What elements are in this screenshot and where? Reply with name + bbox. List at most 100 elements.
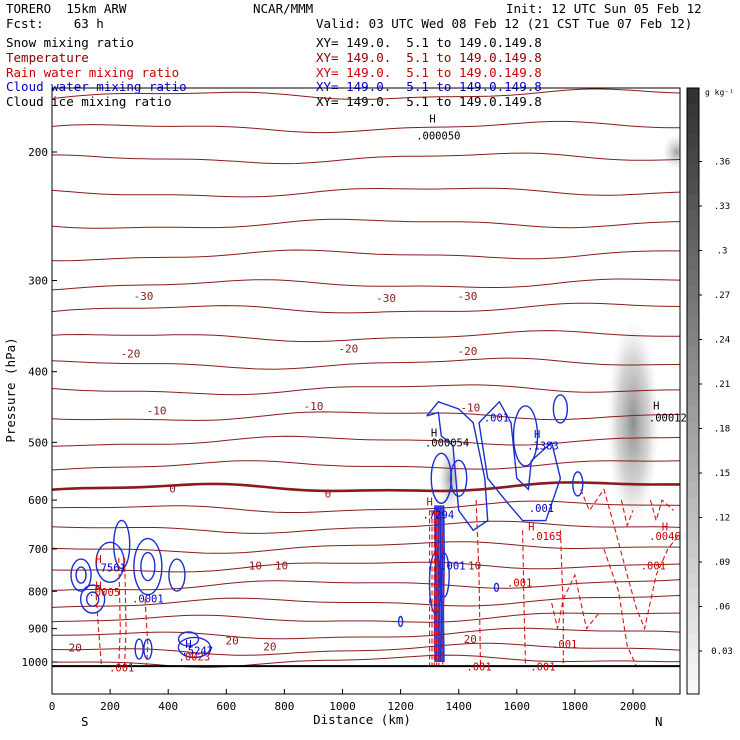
- field-cloud-ice: Cloud ice mixing ratio: [6, 94, 172, 109]
- y-tick-label: 900: [28, 623, 48, 636]
- isotherm-line: [52, 642, 680, 656]
- colorbar-step: [687, 678, 699, 695]
- isotherm-line: [52, 435, 680, 447]
- contour-value-label: .001: [466, 662, 491, 674]
- isotherm-label: 10: [468, 559, 481, 572]
- y-axis-label: Pressure (hPa): [3, 337, 18, 442]
- colorbar-step: [687, 618, 699, 634]
- isotherm-line: [52, 330, 680, 343]
- x-tick-label: 2000: [620, 700, 647, 713]
- colorbar-label: .36: [714, 158, 730, 168]
- isotherm-line: [52, 302, 680, 314]
- contour-value-label: .7561: [94, 562, 126, 574]
- colorbar-step: [687, 572, 699, 589]
- colorbar-label: .09: [714, 558, 730, 568]
- contour-value-label: .0005: [88, 587, 120, 599]
- cloud-water-contours: [70, 394, 584, 663]
- distance-axis: 0 200 400 600 800 1000 1200 1400 1600 1800 2000: [49, 689, 647, 713]
- cloud-water-contour: [75, 566, 87, 584]
- x-tick-label: 0: [49, 700, 56, 713]
- max-marker: H: [653, 400, 659, 412]
- x-tick-label: 1000: [329, 700, 356, 713]
- y-tick-label: 600: [28, 494, 48, 507]
- cloud-water-contour: [450, 459, 468, 497]
- colorbar-step: [687, 466, 699, 483]
- isotherm-line: [52, 594, 680, 608]
- cloud-water-contour: [113, 519, 131, 570]
- isotherm-label: -20: [120, 348, 140, 361]
- x-tick-label: 1200: [387, 700, 414, 713]
- colorbar-step: [687, 133, 699, 150]
- y-tick-label: 800: [28, 585, 48, 598]
- rain-water-contours: [95, 488, 680, 666]
- field-rain: Rain water mixing ratio: [6, 65, 180, 80]
- colorbar-step: [687, 239, 699, 256]
- contour-value-label: .001: [507, 577, 532, 589]
- forecast-hour: Fcst: 63 h: [6, 16, 104, 31]
- contour-value-label: .001: [530, 662, 555, 674]
- isotherm-label: 0: [169, 482, 176, 495]
- colorbar-step: [687, 587, 699, 604]
- colorbar-step: [687, 391, 699, 407]
- isotherm-line: [52, 579, 680, 591]
- isotherm-line: [52, 411, 680, 421]
- field-snow: Snow mixing ratio: [6, 35, 134, 50]
- cloud-water-contour: [493, 582, 500, 593]
- contour-value-label: .1383: [527, 441, 559, 453]
- isotherm-line: [52, 33, 682, 44]
- contour-value-label: .7294: [423, 510, 455, 522]
- isotherm-label: 20: [69, 641, 82, 654]
- colorbar-step: [687, 118, 699, 134]
- rain-water-contour: [144, 599, 149, 666]
- y-tick-label: 700: [28, 543, 48, 556]
- colorbar-step: [687, 345, 699, 362]
- isotherm-label: 0: [325, 488, 332, 501]
- cloud-water-contour: [478, 400, 562, 522]
- contour-value-label: .001: [484, 412, 509, 424]
- field-rain-xy: XY= 149.0. 5.1 to 149.0.149.8: [316, 65, 542, 80]
- rain-water-contour: [580, 488, 680, 631]
- cloud-water-contour: [85, 591, 100, 607]
- colorbar-label: .12: [714, 514, 730, 524]
- cloud-water-contour: [552, 394, 569, 424]
- colorbar-label: .15: [714, 469, 730, 479]
- y-tick-label: 400: [28, 366, 48, 379]
- contour-value-label: .001: [109, 663, 134, 675]
- colorbar-step: [687, 648, 699, 665]
- x-tick-label: 400: [158, 700, 178, 713]
- isotherm-label: 20: [464, 633, 477, 646]
- colorbar-step: [687, 88, 699, 104]
- colorbar: 0.03 .06 .09 .12 .15 .18 .21 .24 .27 .3 .33 .36: [686, 87, 733, 695]
- isotherm-line: [52, 612, 680, 623]
- colorbar-step: [687, 269, 699, 286]
- max-marker: H: [528, 521, 534, 533]
- isotherm-line: [52, 561, 680, 573]
- field-cloud-water: Cloud water mixing ratio: [6, 79, 187, 94]
- colorbar-step: [687, 103, 699, 119]
- cloud-water-contour: [134, 638, 144, 660]
- y-tick-label: 200: [28, 146, 48, 159]
- x-tick-label: 1600: [504, 700, 531, 713]
- x-tick-label: 1400: [445, 700, 472, 713]
- colorbar-step: [687, 542, 699, 559]
- colorbar-step: [687, 300, 699, 316]
- contour-value-label: .001: [440, 561, 465, 573]
- pressure-axis: 200 300 400 500 600 700 800 900 1000: [22, 146, 57, 669]
- colorbar-step: [687, 663, 699, 680]
- cloud-water-contour: [168, 558, 186, 592]
- colorbar-step: [687, 194, 699, 210]
- colorbar-step: [687, 527, 699, 543]
- isotherm-line: [52, 357, 680, 370]
- isotherm-line: [52, 460, 680, 471]
- colorbar-step: [687, 497, 699, 513]
- colorbar-step: [687, 315, 699, 331]
- axis-end-south: S: [81, 714, 89, 729]
- temperature-isotherms: [52, 33, 682, 668]
- model-title: TORERO 15km ARW: [6, 1, 127, 16]
- isotherm-label: -20: [338, 343, 358, 356]
- colorbar-step: [687, 481, 699, 498]
- field-snow-xy: XY= 149.0. 5.1 to 149.0.149.8: [316, 35, 542, 50]
- isotherm-line: [52, 520, 680, 534]
- contour-value-label: .0023: [179, 652, 211, 664]
- colorbar-label: .33: [714, 202, 730, 212]
